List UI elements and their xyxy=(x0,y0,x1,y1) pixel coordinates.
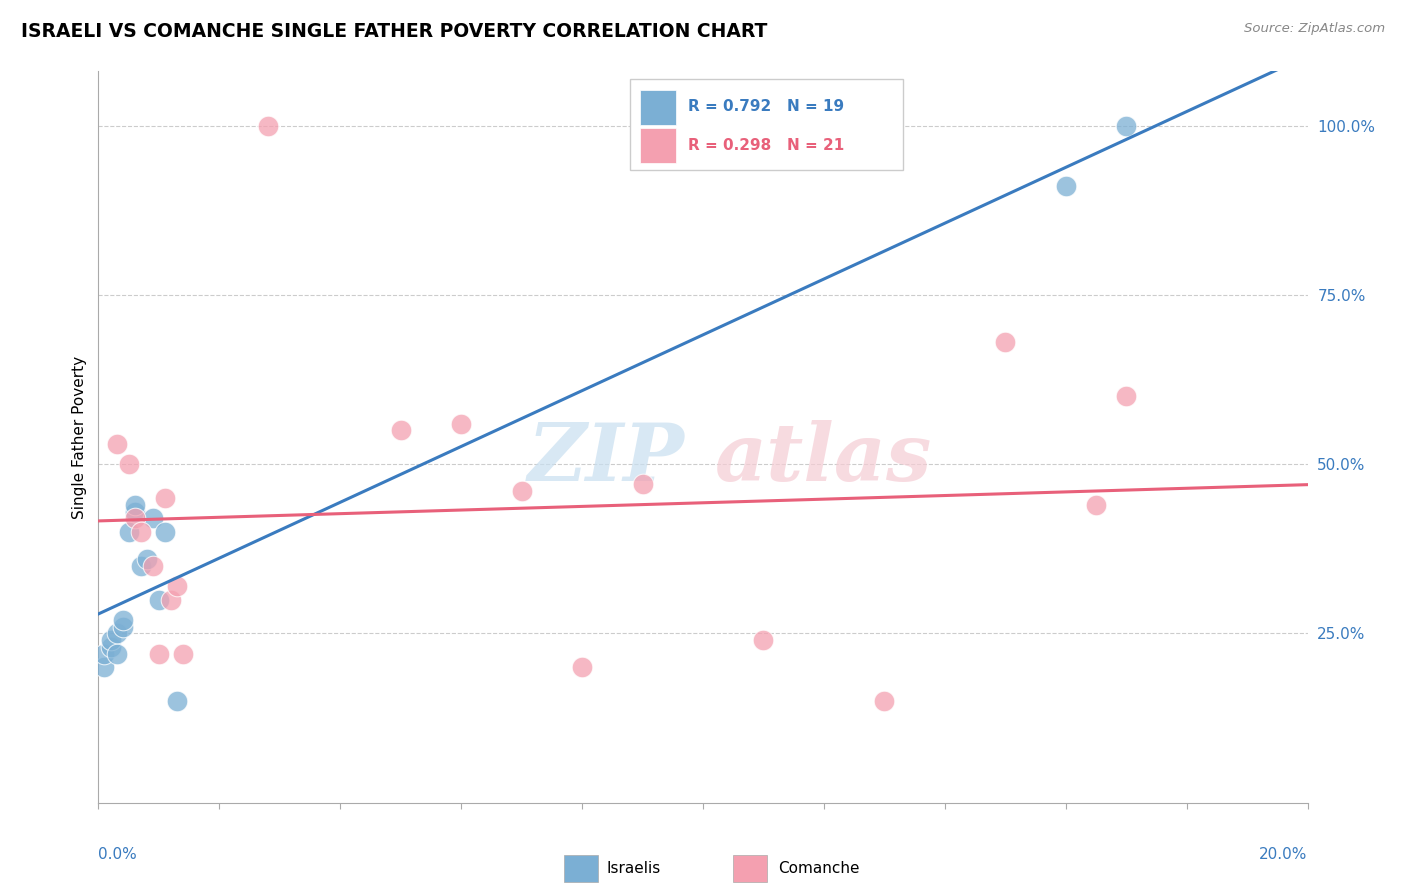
Point xyxy=(1115,119,1137,133)
Text: R = 0.792   N = 19: R = 0.792 N = 19 xyxy=(689,99,845,114)
Point xyxy=(93,647,115,661)
Point xyxy=(124,511,146,525)
Point xyxy=(142,558,165,573)
Point xyxy=(105,647,128,661)
Point xyxy=(1115,389,1137,403)
Text: Source: ZipAtlas.com: Source: ZipAtlas.com xyxy=(1244,22,1385,36)
Point xyxy=(142,511,165,525)
Point xyxy=(111,613,134,627)
Text: ISRAELI VS COMANCHE SINGLE FATHER POVERTY CORRELATION CHART: ISRAELI VS COMANCHE SINGLE FATHER POVERT… xyxy=(21,22,768,41)
Point xyxy=(1054,179,1077,194)
Point xyxy=(256,119,278,133)
FancyBboxPatch shape xyxy=(630,78,903,170)
Point xyxy=(631,477,654,491)
Point xyxy=(752,633,775,648)
Point xyxy=(450,417,472,431)
Point xyxy=(100,640,122,654)
Y-axis label: Single Father Poverty: Single Father Poverty xyxy=(72,356,87,518)
Point xyxy=(571,660,593,674)
Point xyxy=(148,592,170,607)
Point xyxy=(129,558,152,573)
Point xyxy=(124,498,146,512)
Point xyxy=(118,524,141,539)
Point xyxy=(510,484,533,499)
Text: Comanche: Comanche xyxy=(778,861,859,876)
Point xyxy=(148,647,170,661)
Point xyxy=(105,626,128,640)
Point xyxy=(111,620,134,634)
Point xyxy=(153,524,176,539)
Point xyxy=(166,694,188,708)
Point xyxy=(135,552,157,566)
FancyBboxPatch shape xyxy=(564,855,598,882)
Point xyxy=(994,335,1017,350)
Text: Israelis: Israelis xyxy=(606,861,661,876)
Point xyxy=(124,505,146,519)
Text: R = 0.298   N = 21: R = 0.298 N = 21 xyxy=(689,137,845,153)
Point xyxy=(172,647,194,661)
Text: ZIP: ZIP xyxy=(527,420,685,498)
FancyBboxPatch shape xyxy=(640,128,676,163)
Point xyxy=(129,524,152,539)
Point xyxy=(1085,498,1108,512)
Point xyxy=(166,579,188,593)
Point xyxy=(105,437,128,451)
FancyBboxPatch shape xyxy=(734,855,768,882)
Point xyxy=(160,592,183,607)
Text: 0.0%: 0.0% xyxy=(98,847,138,862)
Point xyxy=(873,694,896,708)
Text: 20.0%: 20.0% xyxy=(1260,847,1308,862)
Point xyxy=(389,423,412,437)
Point xyxy=(118,457,141,471)
Point xyxy=(93,660,115,674)
FancyBboxPatch shape xyxy=(640,89,676,125)
Point xyxy=(153,491,176,505)
Point xyxy=(100,633,122,648)
Text: atlas: atlas xyxy=(716,420,932,498)
